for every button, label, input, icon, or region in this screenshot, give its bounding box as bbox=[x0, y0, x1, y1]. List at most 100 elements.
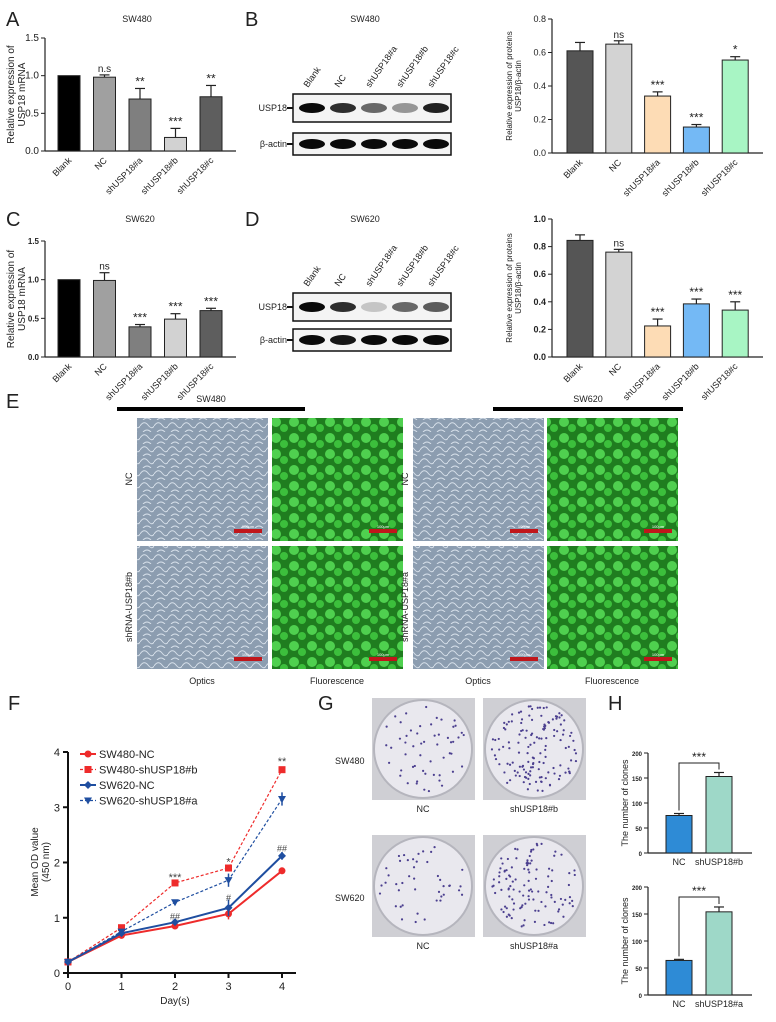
colony bbox=[539, 752, 542, 755]
plate-label: shUSP18#a bbox=[510, 941, 558, 951]
y-tick-label: 1.0 bbox=[28, 276, 40, 285]
colony bbox=[498, 748, 501, 751]
colony bbox=[419, 754, 422, 757]
y-axis-label: Relative expression of proteinsUSP18/β-a… bbox=[505, 31, 523, 140]
colony bbox=[503, 721, 506, 724]
colony bbox=[568, 872, 571, 875]
colony bbox=[494, 757, 498, 761]
colony bbox=[534, 909, 537, 912]
significance-label: *** bbox=[204, 294, 218, 308]
colony bbox=[517, 751, 521, 754]
bar-Blank bbox=[566, 239, 594, 358]
colony bbox=[404, 753, 407, 756]
y-axis-label-line: Relative expression of bbox=[6, 250, 17, 349]
colony bbox=[424, 772, 427, 775]
colony bbox=[498, 763, 501, 766]
blot-band bbox=[361, 335, 387, 345]
colony bbox=[505, 723, 508, 726]
bar-NC bbox=[93, 76, 116, 152]
bar-NC bbox=[665, 815, 693, 854]
colony bbox=[442, 893, 445, 896]
colony bbox=[551, 869, 554, 872]
y-tick-label: 100 bbox=[632, 940, 643, 946]
colony bbox=[527, 705, 530, 708]
x-tick-label: shUSP18#c bbox=[699, 157, 740, 198]
colony bbox=[514, 878, 517, 881]
colony bbox=[535, 842, 538, 845]
bar-NC bbox=[665, 959, 693, 996]
x-tick-label: shUSP18#b bbox=[660, 361, 701, 402]
colony bbox=[503, 905, 507, 908]
colony bbox=[501, 862, 504, 865]
colony bbox=[531, 890, 534, 893]
x-tick-label: NC bbox=[673, 999, 686, 1009]
x-tick-label: shUSP18#a bbox=[621, 157, 662, 198]
bar-shUSP18#b bbox=[705, 776, 733, 854]
colony bbox=[500, 857, 503, 860]
colony bbox=[532, 898, 535, 901]
y-tick-label: 0.2 bbox=[533, 324, 546, 334]
y-tick-label: 1.5 bbox=[28, 237, 40, 246]
significance-label: ## bbox=[277, 844, 287, 854]
colony bbox=[409, 729, 413, 732]
y-tick-label: 50 bbox=[635, 967, 642, 973]
colony bbox=[432, 773, 435, 777]
panel-label-E: E bbox=[6, 391, 19, 413]
significance-label: * bbox=[226, 857, 231, 869]
blot-band bbox=[299, 139, 325, 149]
colony bbox=[553, 728, 556, 732]
colony bbox=[519, 710, 523, 713]
plate bbox=[373, 836, 473, 936]
row-label: NC bbox=[124, 472, 134, 485]
colony bbox=[574, 752, 578, 755]
x-tick-label: shUSP18#b bbox=[695, 857, 743, 867]
colony bbox=[462, 733, 465, 737]
colony bbox=[435, 899, 438, 902]
colony bbox=[512, 888, 515, 891]
colony bbox=[528, 854, 531, 858]
colony bbox=[529, 766, 533, 769]
colony bbox=[426, 860, 429, 864]
scale-bar-label: 100μm bbox=[652, 652, 665, 657]
optics-image bbox=[137, 546, 268, 669]
colony bbox=[552, 922, 555, 925]
colony bbox=[442, 885, 445, 888]
colony bbox=[560, 714, 563, 717]
colony bbox=[440, 895, 443, 898]
y-tick-label: 0.5 bbox=[28, 314, 40, 323]
colony bbox=[548, 783, 552, 786]
colony bbox=[518, 890, 521, 893]
blot-band bbox=[330, 302, 356, 312]
colony bbox=[544, 755, 547, 758]
colony bbox=[540, 842, 543, 845]
colony bbox=[510, 916, 513, 920]
colony bbox=[520, 906, 523, 909]
colony bbox=[537, 768, 540, 771]
colony bbox=[399, 774, 402, 777]
chart-title: SW480 bbox=[122, 14, 152, 24]
marker-diamond bbox=[171, 918, 179, 927]
colony bbox=[522, 768, 526, 771]
bar-shUSP18#c bbox=[199, 310, 223, 358]
significance-label: ns bbox=[99, 262, 110, 273]
x-tick-label: shUSP18#a bbox=[621, 361, 662, 402]
colony bbox=[491, 738, 495, 741]
colony bbox=[567, 883, 570, 887]
colony bbox=[557, 778, 561, 781]
colony bbox=[511, 898, 514, 901]
colony bbox=[523, 775, 527, 779]
colony bbox=[412, 745, 415, 748]
colony bbox=[560, 853, 563, 856]
colony bbox=[536, 706, 539, 709]
colony bbox=[564, 771, 567, 774]
colony bbox=[534, 780, 538, 783]
colony bbox=[529, 743, 532, 746]
colony bbox=[416, 912, 419, 915]
colony bbox=[520, 718, 524, 721]
colony bbox=[451, 770, 455, 773]
colony bbox=[452, 740, 455, 743]
colony bbox=[437, 733, 440, 736]
colony bbox=[460, 765, 464, 768]
colony bbox=[573, 869, 576, 872]
colony bbox=[551, 718, 554, 721]
